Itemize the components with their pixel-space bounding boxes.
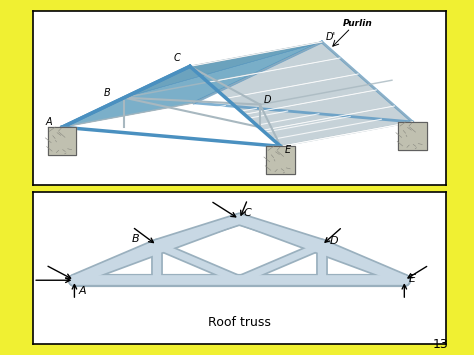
Polygon shape	[190, 42, 412, 146]
Text: D: D	[264, 95, 272, 105]
Text: Roof truss: Roof truss	[208, 316, 271, 329]
Text: B: B	[103, 88, 110, 98]
Polygon shape	[62, 42, 322, 127]
Text: D: D	[330, 236, 339, 246]
Text: A: A	[46, 118, 52, 127]
Text: C: C	[244, 208, 251, 218]
Polygon shape	[47, 127, 76, 155]
Text: 13: 13	[433, 338, 449, 351]
Text: D': D'	[326, 32, 336, 42]
Polygon shape	[398, 122, 427, 150]
Polygon shape	[124, 42, 322, 98]
Text: A: A	[79, 286, 86, 296]
Text: E: E	[285, 145, 291, 155]
Text: E: E	[409, 274, 415, 284]
Polygon shape	[62, 42, 322, 127]
Text: C: C	[173, 53, 180, 63]
Text: Purlin: Purlin	[342, 19, 372, 28]
Polygon shape	[266, 146, 295, 174]
Text: B: B	[132, 234, 140, 244]
